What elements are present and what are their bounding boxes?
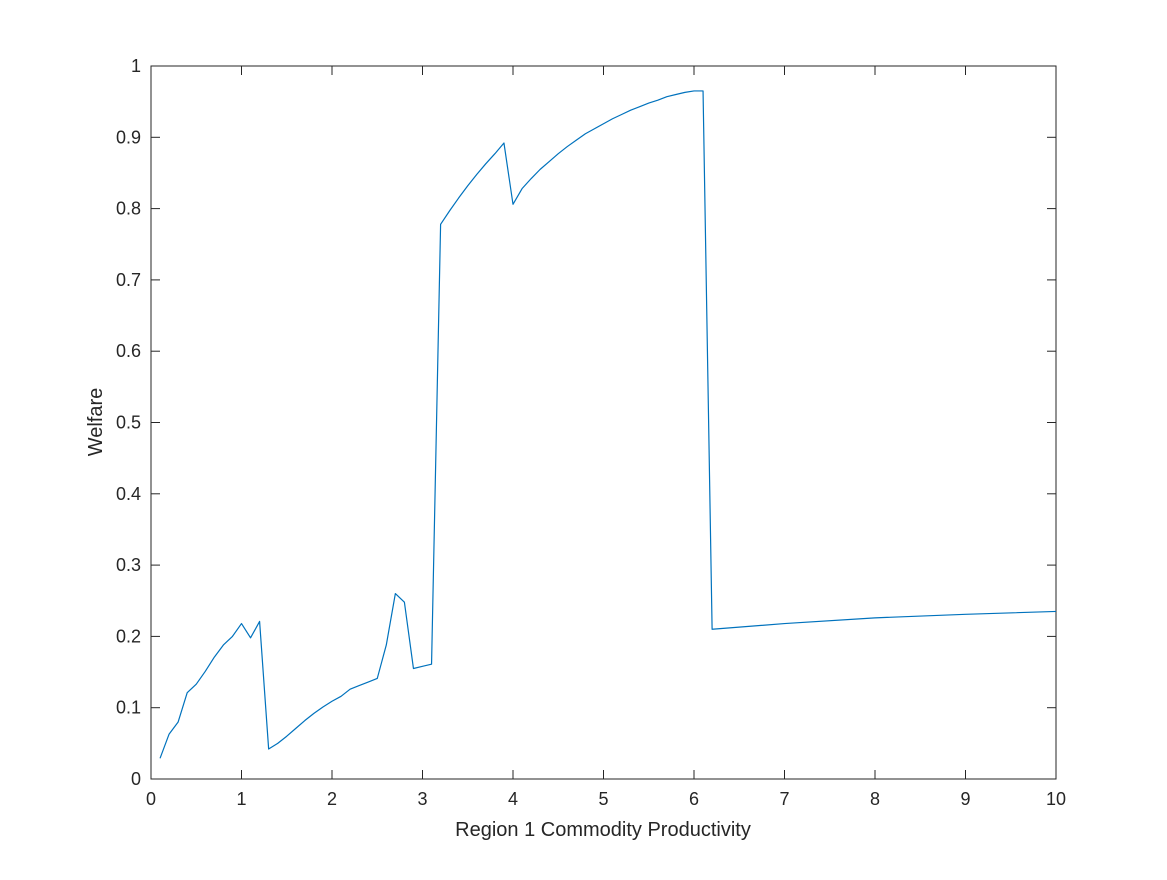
y-axis-label: Welfare	[85, 388, 107, 457]
axes-box	[150, 65, 1057, 780]
x-tick-label: 6	[689, 789, 699, 809]
x-axis-label: Region 1 Commodity Productivity	[455, 819, 751, 841]
y-tick-label: 0.6	[116, 341, 141, 361]
series-line	[159, 90, 1057, 759]
x-tick-label: 1	[236, 789, 246, 809]
y-tick-label: 0.3	[116, 555, 141, 575]
y-tick-label: 0.8	[116, 199, 141, 219]
y-tick-label: 0.5	[116, 413, 141, 433]
y-tick-label: 1	[131, 56, 141, 76]
x-tick-label: 4	[508, 789, 518, 809]
x-tick-label: 3	[417, 789, 427, 809]
x-tick-label: 7	[779, 789, 789, 809]
y-tick-label: 0.9	[116, 127, 141, 147]
y-tick-label: 0.2	[116, 626, 141, 646]
x-tick-label: 8	[870, 789, 880, 809]
y-axis-ticks: 0 0.1 0.2 0.3 0.4 0.5 0.6 0.7 0.8 0.9 1	[116, 56, 1056, 789]
y-tick-label: 0	[131, 769, 141, 789]
series-layer	[159, 90, 1057, 759]
x-tick-label: 10	[1046, 789, 1066, 809]
y-tick-label: 0.7	[116, 270, 141, 290]
plot-area-frame	[150, 65, 1057, 780]
x-tick-label: 0	[146, 789, 156, 809]
x-axis-ticks: 0 1 2 3 4 5 6 7 8 9 10	[146, 66, 1066, 809]
y-tick-label: 0.1	[116, 698, 141, 718]
x-tick-label: 5	[598, 789, 608, 809]
x-tick-label: 2	[327, 789, 337, 809]
x-tick-label: 9	[960, 789, 970, 809]
y-tick-label: 0.4	[116, 484, 141, 504]
